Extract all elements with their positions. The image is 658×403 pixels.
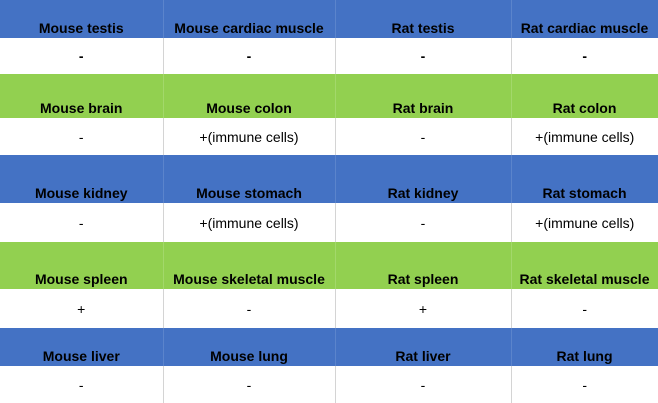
tissue-header-cell: Mouse cardiac muscle xyxy=(163,0,336,38)
result-value-cell: - xyxy=(163,289,336,328)
result-value-cell: - xyxy=(335,203,512,242)
header-row: Mouse kidney Mouse stomach Rat kidney Ra… xyxy=(0,155,658,203)
tissue-header-cell: Rat kidney xyxy=(335,155,512,203)
result-value-cell: - xyxy=(511,289,658,328)
tissue-header-cell: Mouse liver xyxy=(0,328,164,366)
value-row: - +(immune cells) - +(immune cells) xyxy=(0,118,658,155)
tissue-header-cell: Rat stomach xyxy=(511,155,658,203)
tissue-header-cell: Mouse skeletal muscle xyxy=(163,242,336,289)
tissue-header-cell: Mouse spleen xyxy=(0,242,164,289)
result-value-cell: +(immune cells) xyxy=(163,203,336,242)
result-value-cell: - xyxy=(335,366,512,403)
tissue-header-cell: Mouse brain xyxy=(0,74,164,118)
tissue-header-cell: Mouse kidney xyxy=(0,155,164,203)
result-value-cell: + xyxy=(0,289,164,328)
tissue-header-cell: Rat liver xyxy=(335,328,512,366)
tissue-header-cell: Mouse testis xyxy=(0,0,164,38)
result-value-cell: - xyxy=(163,38,336,74)
header-row: Mouse spleen Mouse skeletal muscle Rat s… xyxy=(0,242,658,289)
tissue-header-cell: Mouse colon xyxy=(163,74,336,118)
tissue-header-cell: Rat brain xyxy=(335,74,512,118)
tissue-header-cell: Rat spleen xyxy=(335,242,512,289)
tissue-header-cell: Rat cardiac muscle xyxy=(511,0,658,38)
tissue-header-cell: Rat lung xyxy=(511,328,658,366)
result-value-cell: - xyxy=(0,38,164,74)
result-value-cell: + xyxy=(335,289,512,328)
result-value-cell: - xyxy=(335,118,512,155)
header-row: Mouse testis Mouse cardiac muscle Rat te… xyxy=(0,0,658,38)
result-value-cell: - xyxy=(0,118,164,155)
value-row: - - - - xyxy=(0,366,658,403)
tissue-header-cell: Rat skeletal muscle xyxy=(511,242,658,289)
value-row: - - - - xyxy=(0,38,658,74)
value-row: + - + - xyxy=(0,289,658,328)
result-value-cell: - xyxy=(335,38,512,74)
tissue-header-cell: Mouse lung xyxy=(163,328,336,366)
tissue-header-cell: Rat colon xyxy=(511,74,658,118)
result-value-cell: - xyxy=(511,366,658,403)
tissue-header-cell: Rat testis xyxy=(335,0,512,38)
result-value-cell: +(immune cells) xyxy=(163,118,336,155)
header-row: Mouse brain Mouse colon Rat brain Rat co… xyxy=(0,74,658,118)
tissue-header-cell: Mouse stomach xyxy=(163,155,336,203)
result-value-cell: - xyxy=(163,366,336,403)
result-value-cell: - xyxy=(511,38,658,74)
result-value-cell: +(immune cells) xyxy=(511,118,658,155)
result-value-cell: - xyxy=(0,366,164,403)
result-value-cell: - xyxy=(0,203,164,242)
value-row: - +(immune cells) - +(immune cells) xyxy=(0,203,658,242)
result-value-cell: +(immune cells) xyxy=(511,203,658,242)
header-row: Mouse liver Mouse lung Rat liver Rat lun… xyxy=(0,328,658,366)
